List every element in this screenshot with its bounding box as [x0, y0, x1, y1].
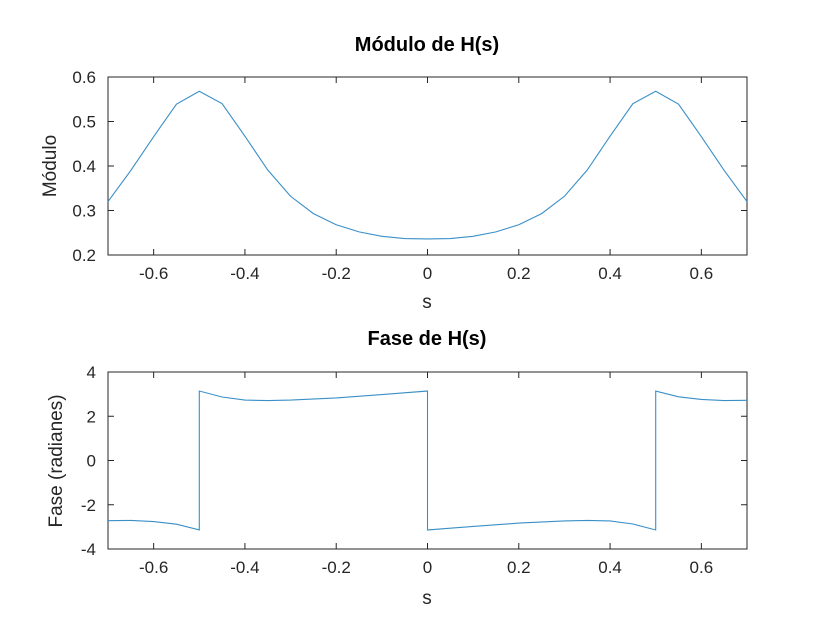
x-tick-label: 0	[423, 558, 432, 577]
x-axis-label: s	[422, 292, 432, 313]
x-tick-label: 0.6	[690, 264, 714, 283]
fase-panel: Fase de H(s) -0.6 -0.4 -0.2 0 0.2 0.4 0.6 -4 -2…	[46, 328, 748, 609]
x-tick-label: -0.6	[139, 264, 168, 283]
series-layer	[107, 390, 748, 531]
y-tick-label: 4	[87, 363, 96, 382]
x-tick-label: 0.4	[598, 264, 622, 283]
x-tick-label: 0.4	[598, 558, 622, 577]
y-axis-label: Módulo	[40, 135, 61, 197]
y-tick-label: -4	[81, 540, 96, 559]
y-tick-label: 0.5	[72, 113, 96, 132]
series-line	[107, 390, 748, 531]
y-axis: -4 -2 0 2 4	[81, 363, 747, 559]
x-axis: -0.6 -0.4 -0.2 0 0.2 0.4 0.6	[139, 77, 713, 283]
series-line	[107, 90, 748, 240]
y-tick-label: 0.4	[72, 157, 96, 176]
x-tick-label: 0.2	[507, 558, 531, 577]
y-axis: 0.2 0.3 0.4 0.5 0.6	[72, 68, 747, 265]
x-tick-label: -0.4	[230, 264, 259, 283]
chart-title: Módulo de H(s)	[355, 34, 499, 56]
y-tick-label: 2	[87, 407, 96, 426]
modulo-panel: Módulo de H(s) -0.6 -0.4 -0.2 0 0.2 0.4 0.6 0.…	[40, 34, 748, 313]
x-tick-label: 0.2	[507, 264, 531, 283]
y-axis-label: Fase (radianes)	[46, 394, 67, 527]
y-tick-label: -2	[81, 496, 96, 515]
x-tick-label: -0.4	[230, 558, 259, 577]
y-tick-label: 0.6	[72, 68, 96, 87]
chart-title: Fase de H(s)	[368, 328, 487, 350]
y-tick-label: 0.2	[72, 246, 96, 265]
x-tick-label: -0.6	[139, 558, 168, 577]
x-axis: -0.6 -0.4 -0.2 0 0.2 0.4 0.6	[139, 372, 713, 577]
x-tick-label: -0.2	[322, 264, 351, 283]
y-tick-label: 0.3	[72, 202, 96, 221]
x-tick-label: 0.6	[690, 558, 714, 577]
series-layer	[107, 90, 748, 240]
plot-frame	[107, 76, 748, 256]
x-axis-label: s	[422, 588, 432, 609]
x-tick-label: 0	[423, 264, 432, 283]
y-tick-label: 0	[87, 452, 96, 471]
x-tick-label: -0.2	[322, 558, 351, 577]
